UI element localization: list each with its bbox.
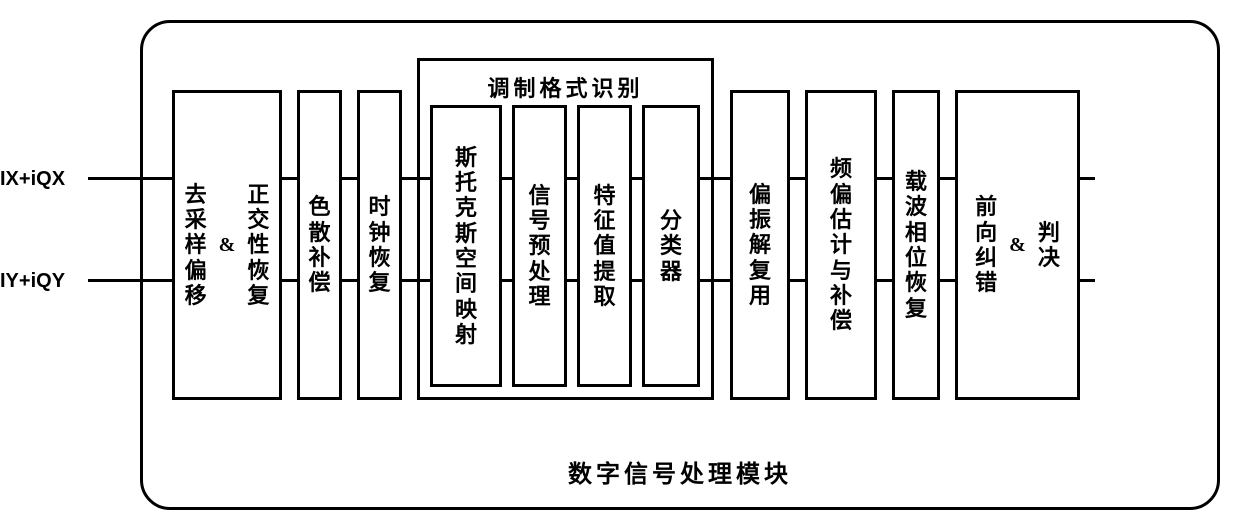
block-b2: 色散补偿 [297,90,342,400]
connector [700,279,730,282]
block-b8: 偏振解复用 [730,90,790,400]
block-text: 分类器 [645,108,697,384]
block-b9: 频偏估计与补偿 [805,90,877,400]
connector [877,279,892,282]
connector [877,177,892,180]
connector [632,177,642,180]
connector [342,177,357,180]
connector [88,177,172,180]
connector [88,279,172,282]
connector [502,279,512,282]
connector [567,279,577,282]
connector [632,279,642,282]
connector [402,279,430,282]
block-text: 载波相位恢复 [895,93,937,397]
block-b10: 载波相位恢复 [892,90,940,400]
block-b6: 特征值提取 [577,105,632,387]
block-text: 信号预处理 [515,108,564,384]
connector [402,177,430,180]
connector [342,279,357,282]
block-text: 色散补偿 [300,93,339,397]
block-b5: 信号预处理 [512,105,567,387]
block-text: 斯托克斯空间映射 [433,108,499,384]
block-text: 前向纠错&判决 [958,93,1077,397]
connector [1080,279,1095,282]
connector [790,177,805,180]
block-b4: 斯托克斯空间映射 [430,105,502,387]
connector [790,279,805,282]
block-text: 偏振解复用 [733,93,787,397]
block-text: 频偏估计与补偿 [808,93,874,397]
connector [700,177,730,180]
block-b1: 去采样偏移&正交性恢复 [172,90,282,400]
block-text: 去采样偏移&正交性恢复 [175,93,279,397]
connector [940,177,955,180]
input-label-1: IY+iQY [0,270,65,293]
block-b3: 时钟恢复 [357,90,402,400]
block-b11: 前向纠错&判决 [955,90,1080,400]
connector [502,177,512,180]
module-title: 数字信号处理模块 [568,454,792,489]
block-text: 特征值提取 [580,108,629,384]
connector [940,279,955,282]
block-b7: 分类器 [642,105,700,387]
connector [567,177,577,180]
connector [282,279,297,282]
connector [282,177,297,180]
mfr-title: 调制格式识别 [487,71,643,103]
input-label-0: IX+iQX [0,168,65,191]
connector [1080,177,1095,180]
block-text: 时钟恢复 [360,93,399,397]
